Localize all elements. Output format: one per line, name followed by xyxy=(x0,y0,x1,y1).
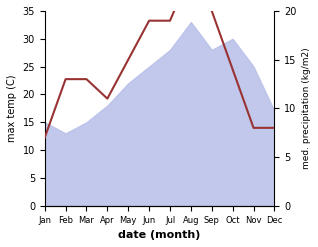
Y-axis label: med. precipitation (kg/m2): med. precipitation (kg/m2) xyxy=(302,48,311,169)
X-axis label: date (month): date (month) xyxy=(118,230,201,240)
Y-axis label: max temp (C): max temp (C) xyxy=(7,75,17,142)
